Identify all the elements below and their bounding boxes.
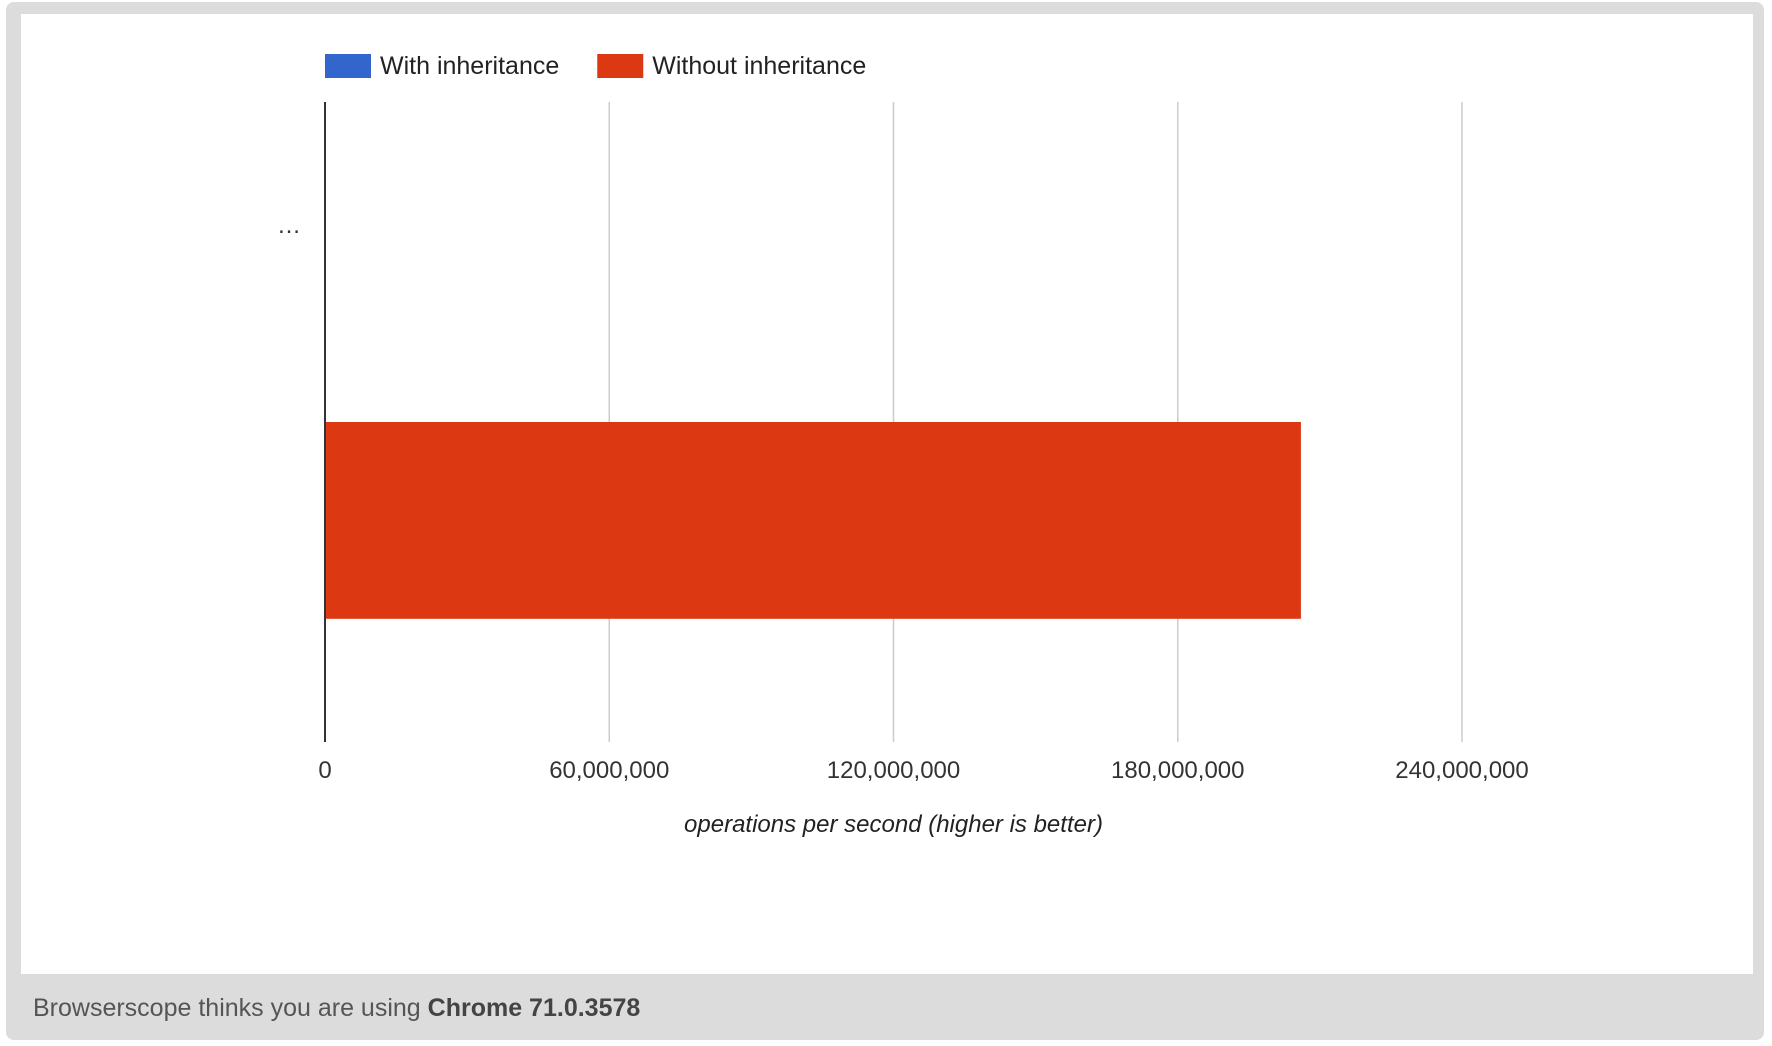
x-axis-title: operations per second (higher is better) <box>684 811 1103 838</box>
x-axis-ticks: 0 60,000,000 120,000,000 180,000,000 240,000… <box>318 757 1528 784</box>
x-tick-label-1: 60,000,000 <box>549 757 669 784</box>
legend: With inheritance Without inheritance <box>325 52 866 80</box>
legend-label-with-inheritance: With inheritance <box>380 52 559 80</box>
browser-name: Chrome 71.0.3578 <box>427 994 641 1022</box>
bar-without-inheritance <box>325 422 1301 619</box>
browser-info-prefix: Browserscope thinks you are using <box>33 994 428 1022</box>
chart-panel: 0 60,000,000 120,000,000 180,000,000 240,000… <box>6 2 1764 1040</box>
legend-swatch-without-inheritance <box>597 54 644 78</box>
x-tick-label-0: 0 <box>318 757 331 784</box>
x-tick-label-2: 120,000,000 <box>827 757 960 784</box>
legend-swatch-with-inheritance <box>325 54 371 78</box>
bars <box>325 422 1301 619</box>
bar-chart: 0 60,000,000 120,000,000 180,000,000 240,000… <box>277 52 1529 838</box>
legend-label-without-inheritance: Without inheritance <box>652 52 866 80</box>
chart-area: 0 60,000,000 120,000,000 180,000,000 240,000… <box>21 14 1753 974</box>
x-tick-label-3: 180,000,000 <box>1111 757 1244 784</box>
x-tick-label-4: 240,000,000 <box>1395 757 1528 784</box>
browser-info: Browserscope thinks you are using Chrome… <box>33 980 640 1036</box>
y-axis-categories: … <box>277 212 301 239</box>
category-label: … <box>277 212 301 239</box>
